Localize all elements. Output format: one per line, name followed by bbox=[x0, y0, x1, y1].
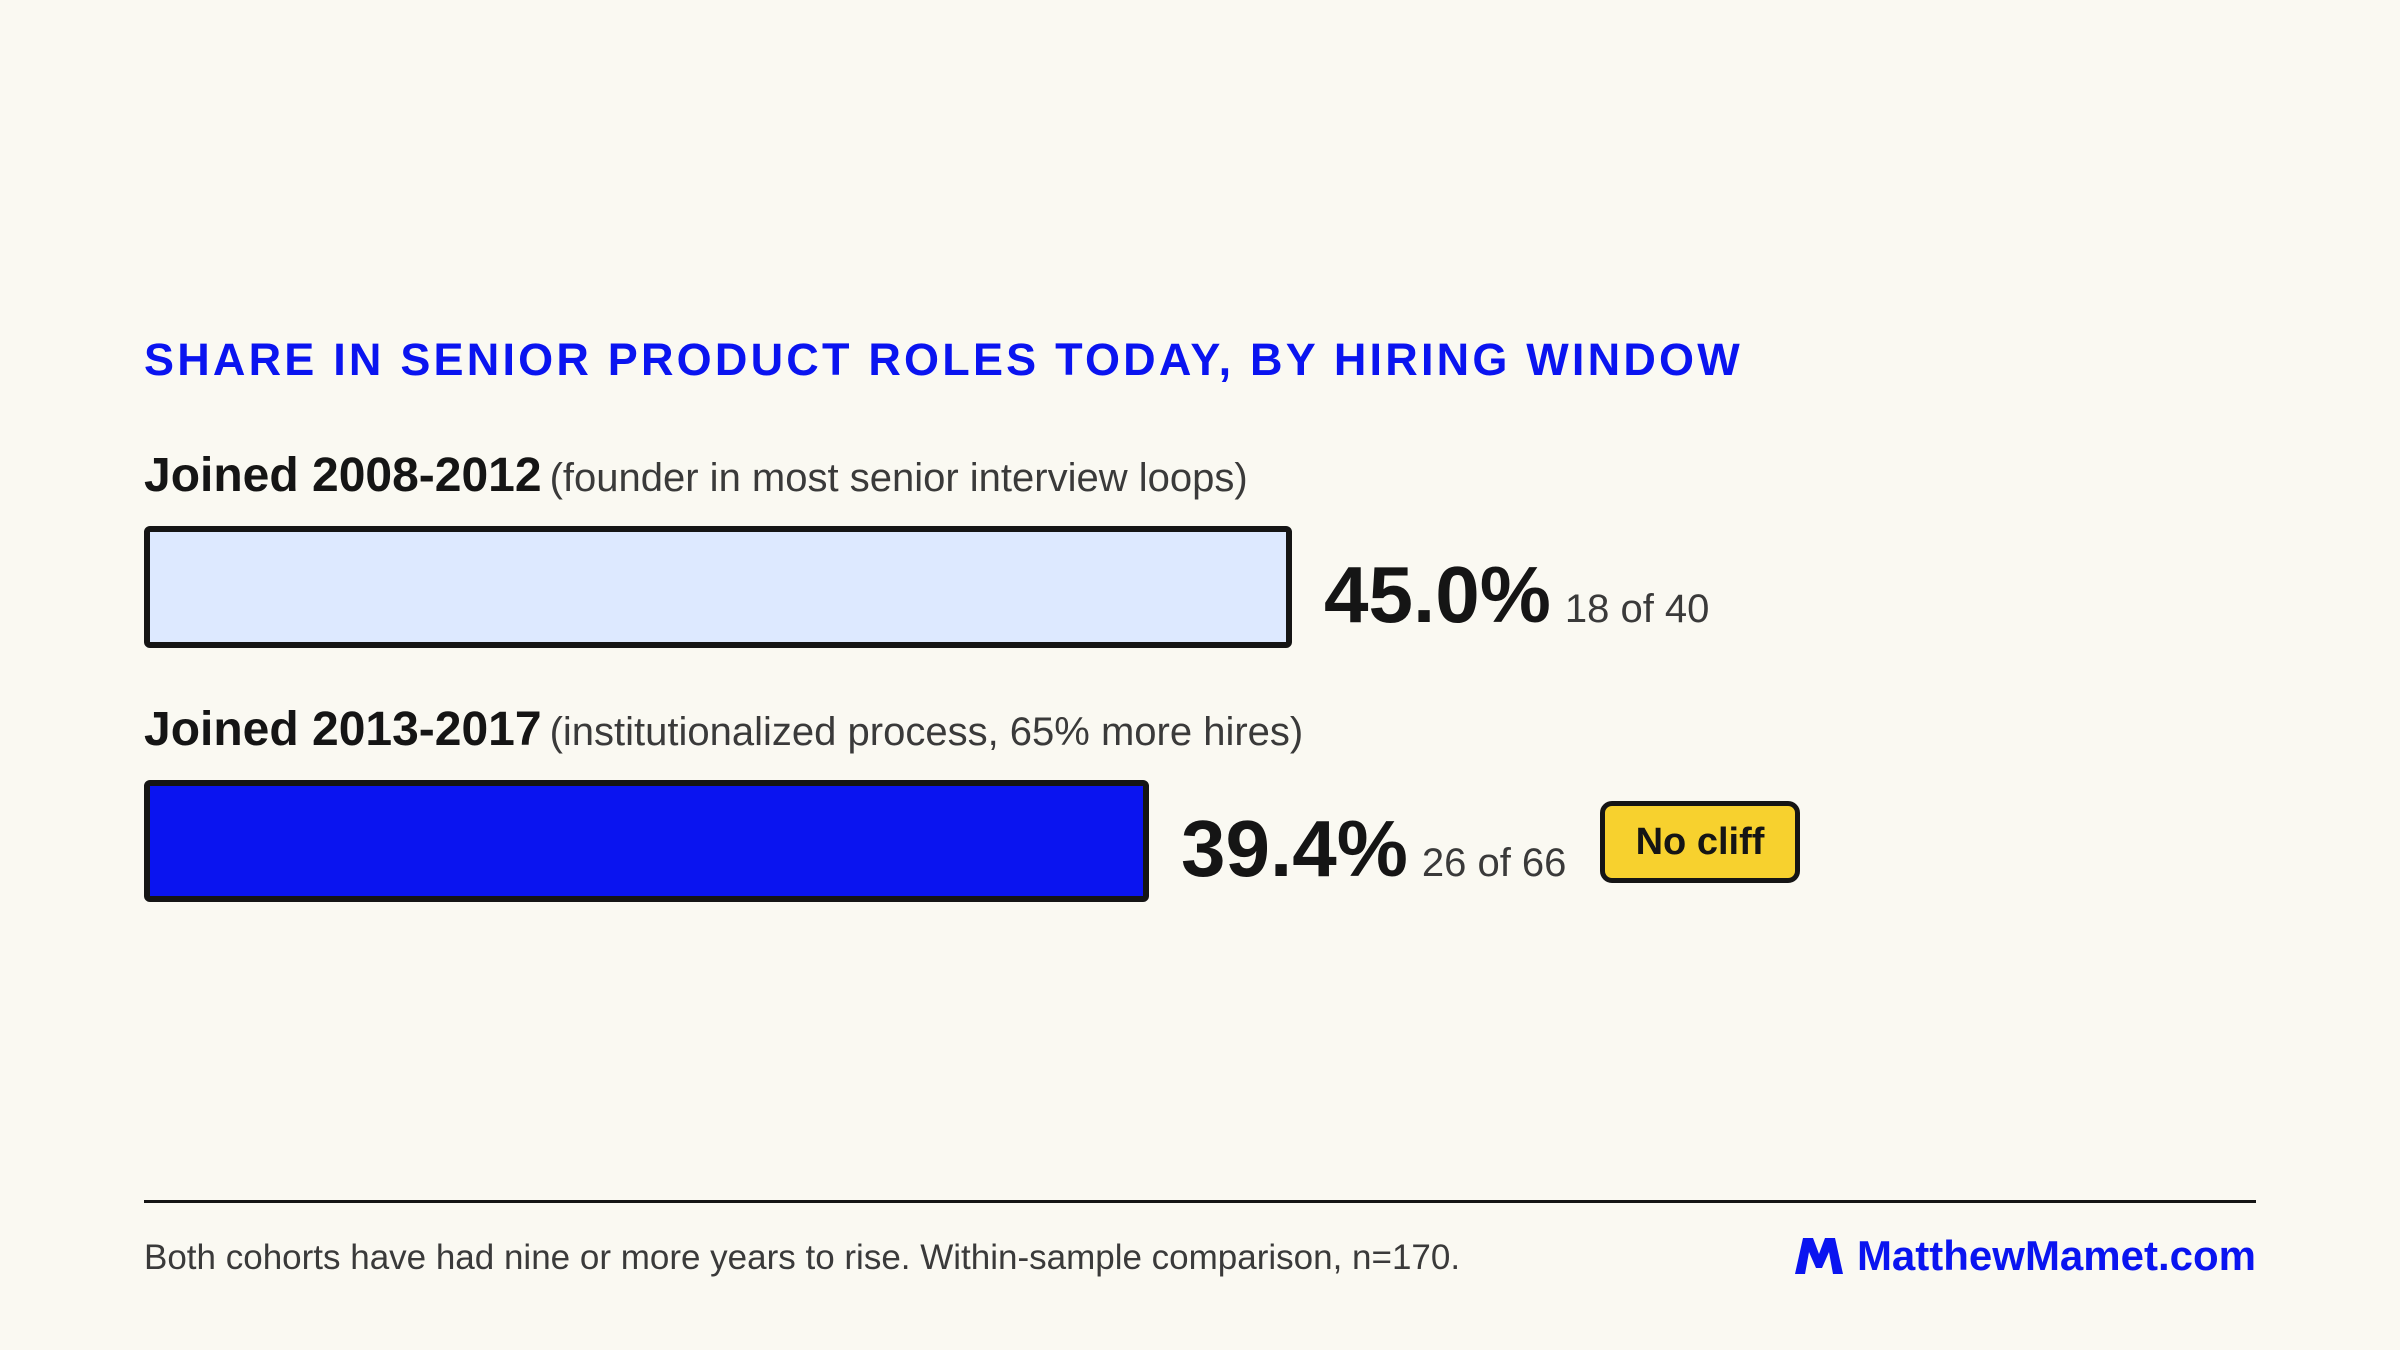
footer-divider bbox=[144, 1200, 2256, 1203]
count-label: 26 of 66 bbox=[1421, 841, 1567, 885]
row-label-2008-2012: Joined 2008-2012 (founder in most senior … bbox=[144, 452, 1248, 500]
chart-title: SHARE IN SENIOR PRODUCT ROLES TODAY, BY … bbox=[144, 334, 1743, 385]
value-group-2013-2017: 39.4% 26 of 66 bbox=[1181, 809, 1566, 889]
value-label: 45.0% bbox=[1324, 550, 1551, 639]
no-cliff-badge: No cliff bbox=[1600, 801, 1800, 883]
row-label-2013-2017: Joined 2013-2017 (institutionalized proce… bbox=[144, 706, 1303, 754]
category-label: Joined 2008-2012 bbox=[144, 449, 542, 502]
category-note: (institutionalized process, 65% more hir… bbox=[549, 710, 1304, 754]
bar-2013-2017 bbox=[144, 780, 1149, 902]
m-logo-icon bbox=[1794, 1238, 1843, 1274]
count-label: 18 of 40 bbox=[1564, 587, 1710, 631]
value-group-2008-2012: 45.0% 18 of 40 bbox=[1324, 555, 1709, 635]
brand[interactable]: MatthewMamet.com bbox=[1794, 1232, 2256, 1280]
category-label: Joined 2013-2017 bbox=[144, 703, 542, 756]
brand-name: MatthewMamet.com bbox=[1856, 1232, 2256, 1279]
bar-2008-2012 bbox=[144, 526, 1292, 648]
footnote: Both cohorts have had nine or more years… bbox=[144, 1238, 1461, 1277]
value-label: 39.4% bbox=[1181, 804, 1408, 893]
category-note: (founder in most senior interview loops) bbox=[549, 456, 1248, 500]
